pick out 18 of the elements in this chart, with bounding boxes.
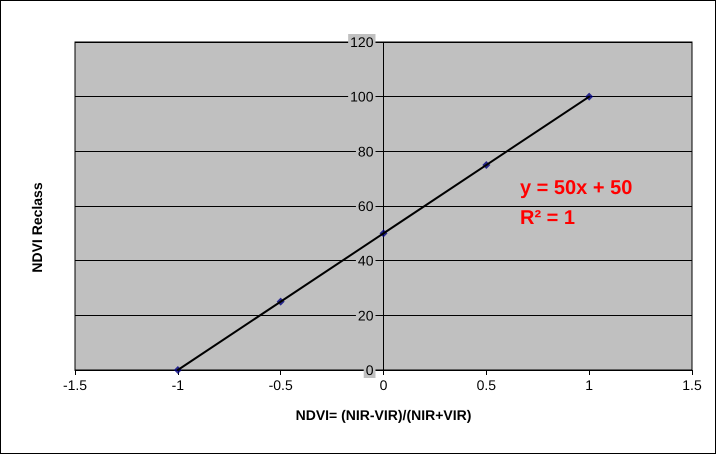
y-tick-label: 0 [366, 362, 374, 378]
y-tick-label: 80 [358, 143, 374, 160]
y-tick-label: 20 [358, 307, 374, 324]
y-tick-label: 120 [350, 34, 374, 50]
x-tick-label: 0 [380, 377, 388, 393]
x-tick-label: -1 [172, 377, 184, 393]
y-tick-label: 100 [350, 88, 374, 105]
x-tick-label: 0.5 [476, 377, 496, 393]
y-tick-label: 60 [358, 198, 374, 214]
annotation: y = 50x + 50 [520, 177, 632, 199]
x-tick-label: -1.5 [62, 377, 88, 393]
x-axis-title: NDVI= (NIR-VIR)/(NIR+VIR) [296, 407, 472, 423]
x-tick-label: 1.5 [682, 377, 702, 393]
x-tick-label: -0.5 [268, 377, 293, 393]
x-tick-label: 1 [585, 377, 594, 393]
y-axis-title: NDVI Reclass [29, 182, 45, 273]
annotation: R² = 1 [520, 207, 576, 229]
y-tick-label: 40 [358, 252, 374, 269]
